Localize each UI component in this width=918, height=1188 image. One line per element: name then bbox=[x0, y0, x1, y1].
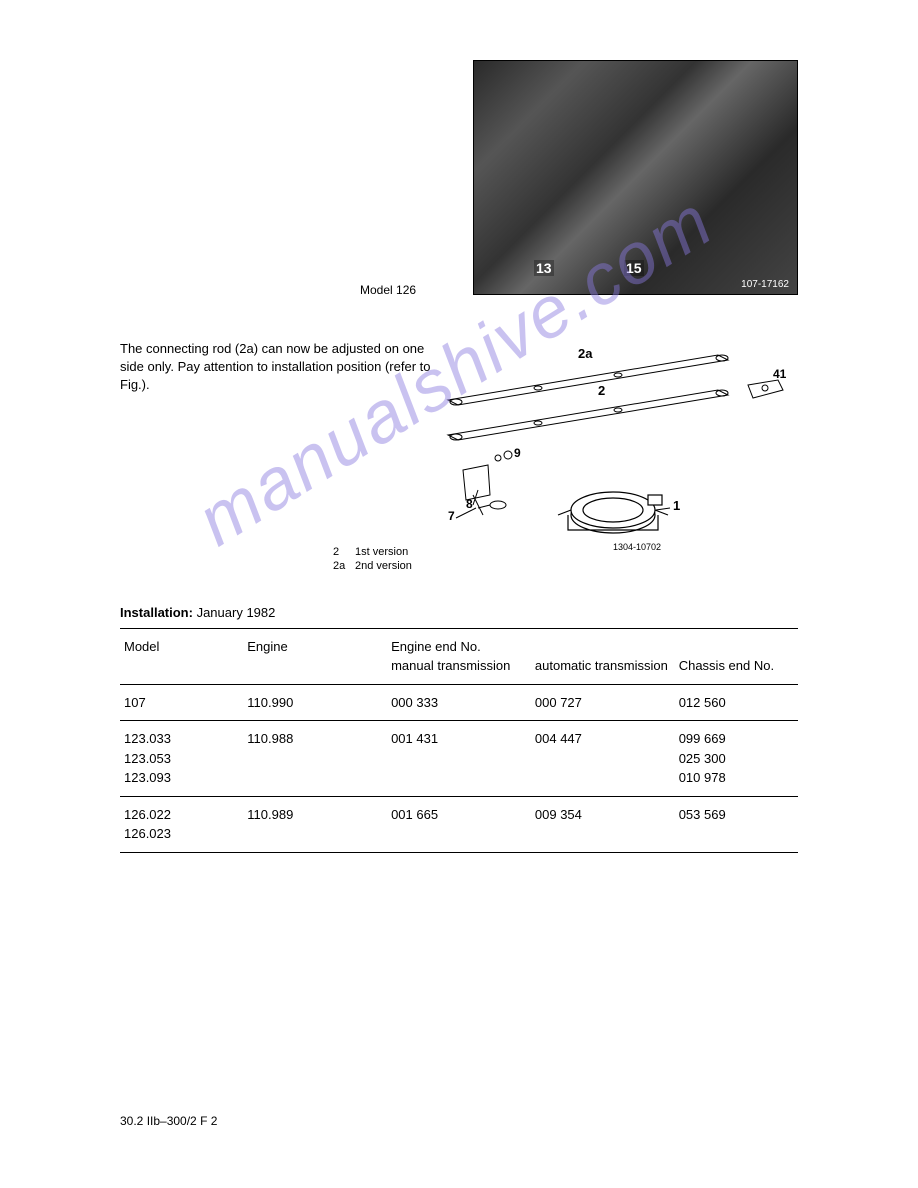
diagram-label-41: 41 bbox=[773, 367, 787, 381]
diagram-label-2a: 2a bbox=[578, 346, 593, 361]
cell-manual: 000 333 bbox=[387, 684, 531, 721]
diagram-legend: 2 1st version 2a 2nd version bbox=[333, 545, 412, 574]
cell-manual: 001 665 bbox=[387, 796, 531, 852]
cell-engine: 110.989 bbox=[243, 796, 387, 852]
diagram-label-9: 9 bbox=[514, 446, 521, 460]
cell-auto: 009 354 bbox=[531, 796, 675, 852]
cell-auto: 004 447 bbox=[531, 721, 675, 797]
photo-callout-15: 15 bbox=[624, 260, 644, 276]
header-engine: Engine bbox=[243, 628, 387, 684]
connecting-rod-diagram: 2a 2 41 9 8 bbox=[418, 340, 798, 560]
diagram-drawing-id: 1304-10702 bbox=[613, 542, 661, 552]
legend-text: 2nd version bbox=[355, 559, 412, 573]
cell-engine: 110.988 bbox=[243, 721, 387, 797]
photo-caption: Model 126 bbox=[360, 283, 416, 297]
legend-row: 2a 2nd version bbox=[333, 559, 412, 573]
installation-header: Installation: January 1982 bbox=[120, 605, 798, 620]
diagram-label-2: 2 bbox=[598, 383, 605, 398]
cell-chassis: 053 569 bbox=[675, 796, 798, 852]
table-header-row: Model Engine Engine end No. manual trans… bbox=[120, 628, 798, 684]
header-model: Model bbox=[120, 628, 243, 684]
diagram-label-1: 1 bbox=[673, 498, 680, 513]
cell-chassis: 099 669025 300010 978 bbox=[675, 721, 798, 797]
table-row: 126.022126.023 110.989 001 665 009 354 0… bbox=[120, 796, 798, 852]
installation-value: January 1982 bbox=[197, 605, 276, 620]
diagram-svg: 2a 2 41 9 8 bbox=[418, 340, 798, 560]
header-engine-end: Engine end No. bbox=[391, 637, 527, 657]
body-text: The connecting rod (2a) can now be adjus… bbox=[120, 340, 440, 395]
photo-id: 107-17162 bbox=[741, 279, 789, 290]
legend-key: 2a bbox=[333, 559, 355, 573]
cell-model: 107 bbox=[120, 684, 243, 721]
cell-model: 126.022126.023 bbox=[120, 796, 243, 852]
installation-table: Model Engine Engine end No. manual trans… bbox=[120, 628, 798, 853]
header-auto: automatic transmission bbox=[531, 628, 675, 684]
cell-auto: 000 727 bbox=[531, 684, 675, 721]
table-row: 107 110.990 000 333 000 727 012 560 bbox=[120, 684, 798, 721]
header-manual: Engine end No. manual transmission bbox=[387, 628, 531, 684]
legend-key: 2 bbox=[333, 545, 355, 559]
cell-manual: 001 431 bbox=[387, 721, 531, 797]
engine-photo: 13 15 107-17162 bbox=[473, 60, 798, 295]
legend-text: 1st version bbox=[355, 545, 408, 559]
diagram-label-8: 8 bbox=[466, 497, 473, 511]
cell-engine: 110.990 bbox=[243, 684, 387, 721]
cell-model: 123.033123.053123.093 bbox=[120, 721, 243, 797]
installation-label: Installation: bbox=[120, 605, 193, 620]
photo-callout-13: 13 bbox=[534, 260, 554, 276]
table-body: 107 110.990 000 333 000 727 012 560 123.… bbox=[120, 684, 798, 852]
legend-row: 2 1st version bbox=[333, 545, 412, 559]
header-chassis: Chassis end No. bbox=[675, 628, 798, 684]
diagram-label-7: 7 bbox=[448, 509, 455, 523]
table-row: 123.033123.053123.093 110.988 001 431 00… bbox=[120, 721, 798, 797]
manual-page: 13 15 107-17162 Model 126 The connecting… bbox=[0, 0, 918, 893]
cell-chassis: 012 560 bbox=[675, 684, 798, 721]
page-footer: 30.2 IIb–300/2 F 2 bbox=[120, 1114, 217, 1128]
